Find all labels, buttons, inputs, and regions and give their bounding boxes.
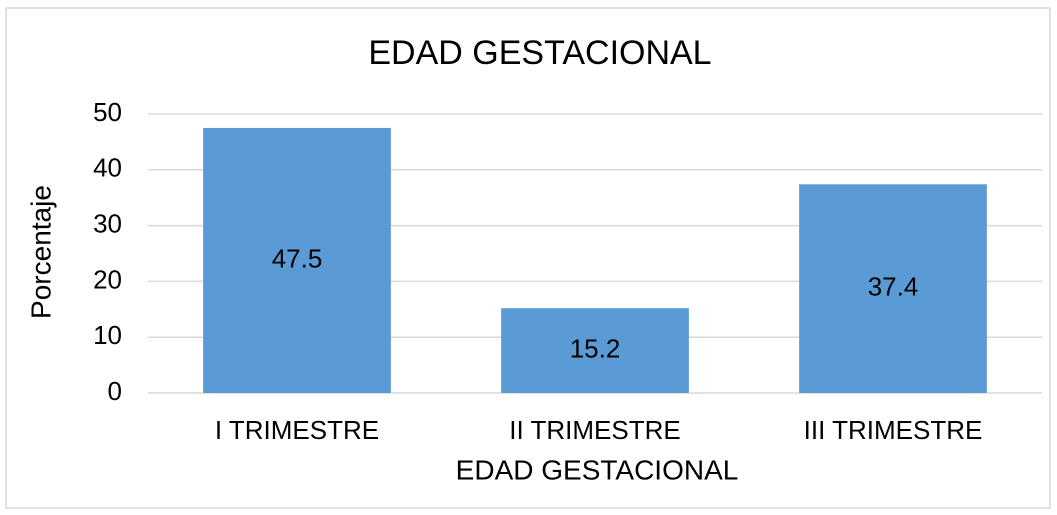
data-label: 15.2 — [570, 333, 621, 363]
x-axis-label: EDAD GESTACIONAL — [456, 454, 739, 485]
y-tick-label: 50 — [93, 97, 122, 127]
chart-title: EDAD GESTACIONAL — [368, 34, 711, 72]
y-tick-label: 10 — [93, 320, 122, 350]
bar — [501, 308, 689, 393]
bar — [799, 184, 987, 393]
x-tick-label: II TRIMESTRE — [509, 415, 680, 445]
x-tick-label: I TRIMESTRE — [215, 415, 379, 445]
data-label: 37.4 — [868, 272, 919, 302]
y-tick-label: 0 — [108, 376, 122, 406]
y-tick-label: 30 — [93, 208, 122, 238]
bar — [203, 127, 391, 393]
data-label: 47.5 — [272, 243, 323, 273]
y-axis-label: Porcentaje — [25, 185, 56, 319]
y-tick-label: 20 — [93, 264, 122, 294]
y-tick-label: 40 — [93, 153, 122, 183]
x-tick-label: III TRIMESTRE — [804, 415, 983, 445]
